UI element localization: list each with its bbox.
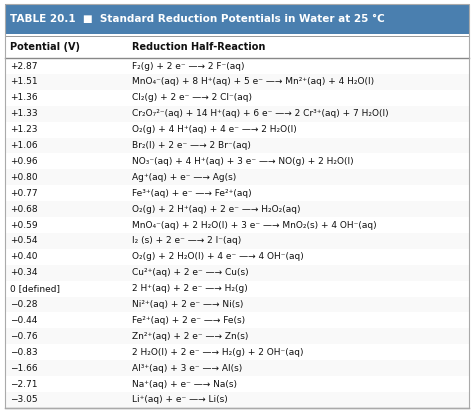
Text: +1.23: +1.23 — [10, 125, 38, 134]
Text: −0.28: −0.28 — [10, 300, 38, 309]
Text: +0.59: +0.59 — [10, 220, 38, 229]
Bar — [5, 58, 469, 74]
Text: Li⁺(aq) + e⁻ —→ Li(s): Li⁺(aq) + e⁻ —→ Li(s) — [132, 396, 228, 405]
Bar — [5, 74, 469, 90]
Bar — [5, 90, 469, 106]
Text: +0.40: +0.40 — [10, 252, 38, 261]
Bar — [5, 360, 469, 376]
Text: +1.33: +1.33 — [10, 109, 38, 118]
Text: +0.54: +0.54 — [10, 236, 38, 246]
Bar — [5, 328, 469, 344]
Bar — [5, 344, 469, 360]
Text: F₂(g) + 2 e⁻ —→ 2 F⁻(aq): F₂(g) + 2 e⁻ —→ 2 F⁻(aq) — [132, 61, 244, 70]
Text: Cl₂(g) + 2 e⁻ —→ 2 Cl⁻(aq): Cl₂(g) + 2 e⁻ —→ 2 Cl⁻(aq) — [132, 94, 252, 102]
Text: Zn²⁺(aq) + 2 e⁻ —→ Zn(s): Zn²⁺(aq) + 2 e⁻ —→ Zn(s) — [132, 332, 248, 341]
Text: O₂(g) + 2 H⁺(aq) + 2 e⁻ —→ H₂O₂(aq): O₂(g) + 2 H⁺(aq) + 2 e⁻ —→ H₂O₂(aq) — [132, 205, 300, 214]
Bar — [5, 312, 469, 328]
Text: Ag⁺(aq) + e⁻ —→ Ag(s): Ag⁺(aq) + e⁻ —→ Ag(s) — [132, 173, 236, 182]
Text: −3.05: −3.05 — [10, 396, 38, 405]
Text: +2.87: +2.87 — [10, 61, 38, 70]
Text: TABLE 20.1  ■  Standard Reduction Potentials in Water at 25 °C: TABLE 20.1 ■ Standard Reduction Potentia… — [10, 14, 385, 24]
Text: +1.36: +1.36 — [10, 94, 38, 102]
Text: Fe³⁺(aq) + e⁻ —→ Fe²⁺(aq): Fe³⁺(aq) + e⁻ —→ Fe²⁺(aq) — [132, 189, 251, 198]
Bar — [5, 122, 469, 138]
Bar — [5, 297, 469, 312]
Bar — [5, 201, 469, 217]
Text: −0.76: −0.76 — [10, 332, 38, 341]
Text: 2 H₂O(l) + 2 e⁻ —→ H₂(g) + 2 OH⁻(aq): 2 H₂O(l) + 2 e⁻ —→ H₂(g) + 2 OH⁻(aq) — [132, 348, 303, 357]
Text: +0.80: +0.80 — [10, 173, 38, 182]
Text: Potential (V): Potential (V) — [10, 42, 81, 52]
Bar — [5, 265, 469, 281]
Text: Reduction Half-Reaction: Reduction Half-Reaction — [132, 42, 265, 52]
Text: +1.51: +1.51 — [10, 77, 38, 87]
Text: −0.44: −0.44 — [10, 316, 38, 325]
Text: Ni²⁺(aq) + 2 e⁻ —→ Ni(s): Ni²⁺(aq) + 2 e⁻ —→ Ni(s) — [132, 300, 243, 309]
Bar — [5, 154, 469, 169]
Text: +0.34: +0.34 — [10, 268, 38, 277]
Text: I₂ (s) + 2 e⁻ —→ 2 I⁻(aq): I₂ (s) + 2 e⁻ —→ 2 I⁻(aq) — [132, 236, 241, 246]
Text: Cu²⁺(aq) + 2 e⁻ —→ Cu(s): Cu²⁺(aq) + 2 e⁻ —→ Cu(s) — [132, 268, 248, 277]
Bar — [5, 138, 469, 154]
Bar — [5, 217, 469, 233]
Bar — [5, 169, 469, 185]
Text: NO₃⁻(aq) + 4 H⁺(aq) + 3 e⁻ —→ NO(g) + 2 H₂O(l): NO₃⁻(aq) + 4 H⁺(aq) + 3 e⁻ —→ NO(g) + 2 … — [132, 157, 354, 166]
Text: +0.77: +0.77 — [10, 189, 38, 198]
Text: MnO₄⁻(aq) + 8 H⁺(aq) + 5 e⁻ —→ Mn²⁺(aq) + 4 H₂O(l): MnO₄⁻(aq) + 8 H⁺(aq) + 5 e⁻ —→ Mn²⁺(aq) … — [132, 77, 374, 87]
Text: 2 H⁺(aq) + 2 e⁻ —→ H₂(g): 2 H⁺(aq) + 2 e⁻ —→ H₂(g) — [132, 284, 247, 293]
Text: +0.96: +0.96 — [10, 157, 38, 166]
Bar — [5, 376, 469, 392]
Text: −0.83: −0.83 — [10, 348, 38, 357]
Text: O₂(g) + 2 H₂O(l) + 4 e⁻ —→ 4 OH⁻(aq): O₂(g) + 2 H₂O(l) + 4 e⁻ —→ 4 OH⁻(aq) — [132, 252, 303, 261]
Text: Br₂(l) + 2 e⁻ —→ 2 Br⁻(aq): Br₂(l) + 2 e⁻ —→ 2 Br⁻(aq) — [132, 141, 251, 150]
Text: MnO₄⁻(aq) + 2 H₂O(l) + 3 e⁻ —→ MnO₂(s) + 4 OH⁻(aq): MnO₄⁻(aq) + 2 H₂O(l) + 3 e⁻ —→ MnO₂(s) +… — [132, 220, 376, 229]
Text: Cr₂O₇²⁻(aq) + 14 H⁺(aq) + 6 e⁻ —→ 2 Cr³⁺(aq) + 7 H₂O(l): Cr₂O₇²⁻(aq) + 14 H⁺(aq) + 6 e⁻ —→ 2 Cr³⁺… — [132, 109, 388, 118]
Bar — [5, 106, 469, 122]
Text: +1.06: +1.06 — [10, 141, 38, 150]
Text: 0 [defined]: 0 [defined] — [10, 284, 60, 293]
Text: −1.66: −1.66 — [10, 364, 38, 372]
Bar — [5, 281, 469, 297]
Bar — [5, 185, 469, 201]
Bar — [5, 249, 469, 265]
Text: +0.68: +0.68 — [10, 205, 38, 214]
Bar — [5, 233, 469, 249]
Text: Fe²⁺(aq) + 2 e⁻ —→ Fe(s): Fe²⁺(aq) + 2 e⁻ —→ Fe(s) — [132, 316, 245, 325]
Text: −2.71: −2.71 — [10, 379, 38, 389]
Text: Al³⁺(aq) + 3 e⁻ —→ Al(s): Al³⁺(aq) + 3 e⁻ —→ Al(s) — [132, 364, 242, 372]
Text: O₂(g) + 4 H⁺(aq) + 4 e⁻ —→ 2 H₂O(l): O₂(g) + 4 H⁺(aq) + 4 e⁻ —→ 2 H₂O(l) — [132, 125, 297, 134]
Text: Na⁺(aq) + e⁻ —→ Na(s): Na⁺(aq) + e⁻ —→ Na(s) — [132, 379, 237, 389]
Bar — [5, 392, 469, 408]
Bar — [5, 4, 469, 34]
